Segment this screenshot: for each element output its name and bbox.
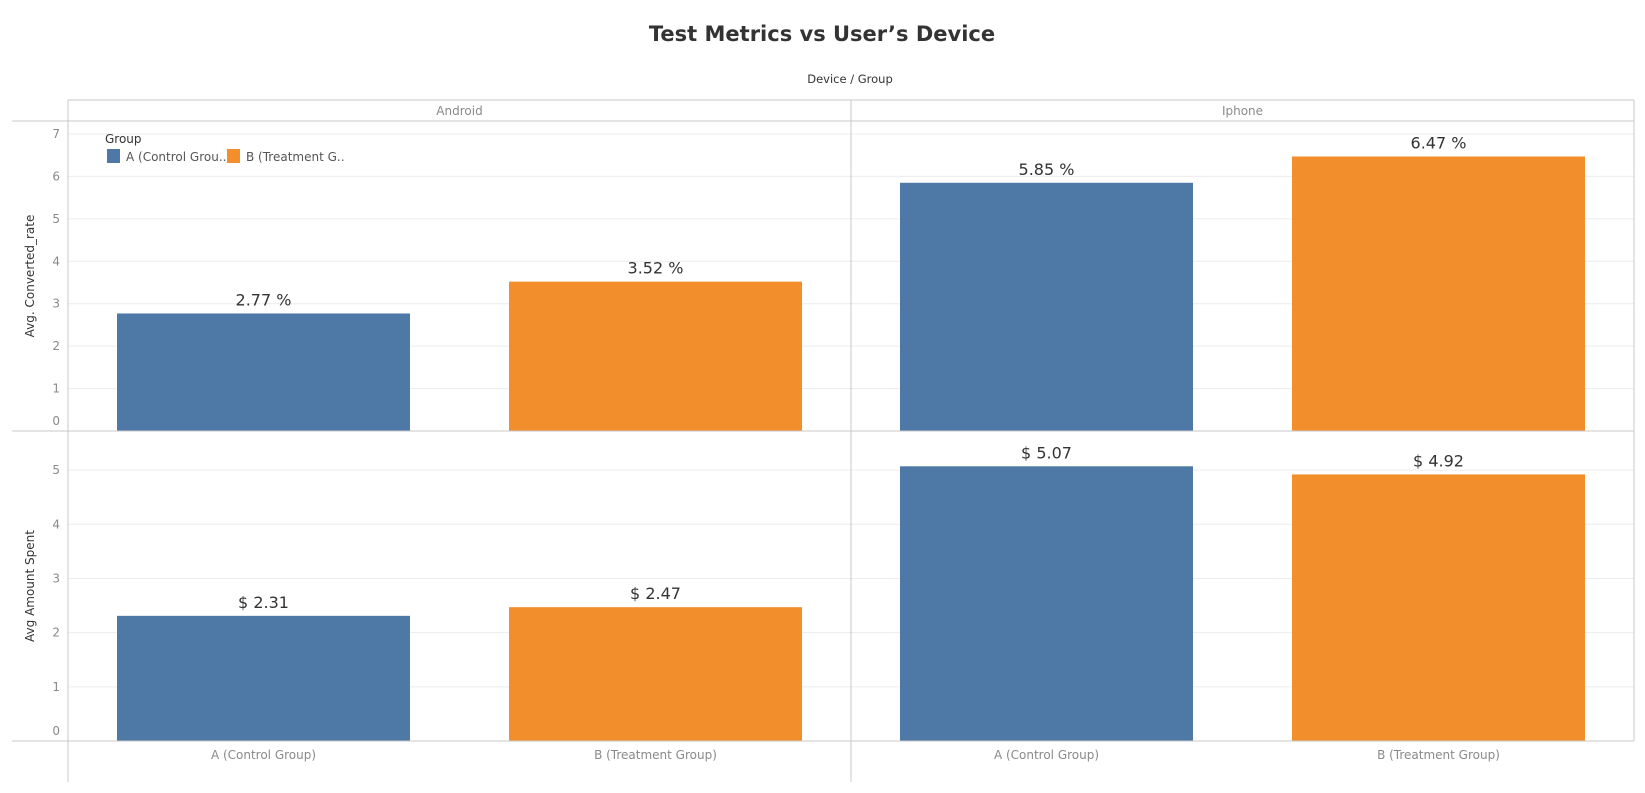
bar-android-a-converted xyxy=(117,313,410,431)
y-axis-label-converted-rate: Avg. Converted_rate xyxy=(23,215,37,338)
y-tick-label: 1 xyxy=(52,382,60,396)
column-header: Device / Group xyxy=(807,72,893,86)
y-tick-label: 0 xyxy=(52,414,60,428)
y-tick-label: 7 xyxy=(52,127,60,141)
pane-header-iphone: Iphone xyxy=(1222,104,1263,118)
data-label: $ 2.47 xyxy=(630,584,681,603)
y-tick-label: 3 xyxy=(52,297,60,311)
legend-entry-b: B (Treatment G.. xyxy=(246,150,345,164)
legend-swatch-a xyxy=(107,149,120,163)
y-tick-label: 3 xyxy=(52,571,60,585)
chart-title: Test Metrics vs User’s Device xyxy=(649,22,995,46)
bar-iphone-a-converted xyxy=(900,182,1193,431)
data-label: 6.47 % xyxy=(1411,133,1467,152)
data-label: $ 4.92 xyxy=(1413,451,1464,470)
data-label: $ 2.31 xyxy=(238,593,289,612)
legend-swatch-b xyxy=(227,149,240,163)
data-label: 2.77 % xyxy=(236,290,292,309)
y-tick-label: 1 xyxy=(52,680,60,694)
bar-iphone-b-converted xyxy=(1292,156,1585,432)
x-category-label: A (Control Group) xyxy=(211,748,316,762)
bar-android-a-amount xyxy=(117,615,410,741)
x-category-label: B (Treatment Group) xyxy=(594,748,717,762)
y-tick-label: 0 xyxy=(52,724,60,738)
y-tick-label: 2 xyxy=(52,339,60,353)
pane-header-android: Android xyxy=(436,104,482,118)
y-tick-label: 6 xyxy=(52,169,60,183)
x-category-label: A (Control Group) xyxy=(994,748,1099,762)
y-tick-label: 4 xyxy=(52,517,60,531)
legend-entry-a: A (Control Grou.. xyxy=(126,150,226,164)
data-label: $ 5.07 xyxy=(1021,443,1072,462)
y-axis-label-amount-spent: Avg Amount Spent xyxy=(23,530,37,642)
bar-iphone-a-amount xyxy=(900,466,1193,741)
data-label: 3.52 % xyxy=(628,259,684,278)
bar-android-b-amount xyxy=(509,607,802,741)
y-tick-label: 4 xyxy=(52,254,60,268)
bar-iphone-b-amount xyxy=(1292,474,1585,741)
y-tick-label: 5 xyxy=(52,463,60,477)
x-category-label: B (Treatment Group) xyxy=(1377,748,1500,762)
y-tick-label: 5 xyxy=(52,212,60,226)
bar-android-b-converted xyxy=(509,281,802,431)
data-label: 5.85 % xyxy=(1019,160,1075,179)
legend-title: Group xyxy=(105,132,142,146)
y-tick-label: 2 xyxy=(52,626,60,640)
